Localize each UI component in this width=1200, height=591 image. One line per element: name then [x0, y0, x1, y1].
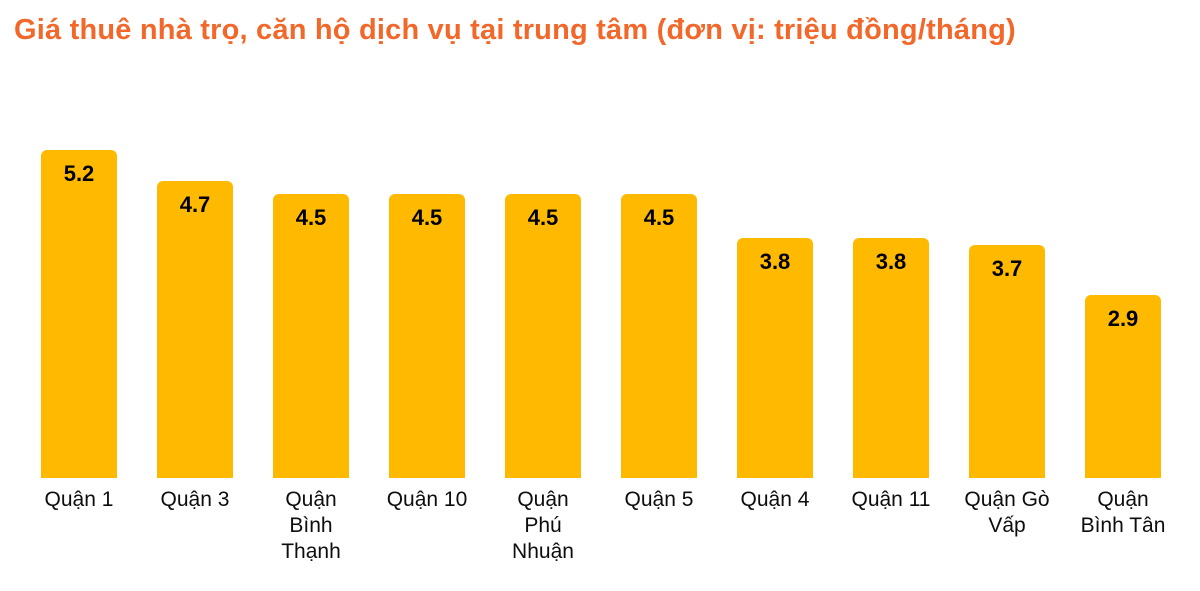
- bar-column: 3.8: [833, 138, 949, 478]
- bar-value-label: 4.5: [411, 205, 443, 230]
- category-label: Quận Bình Thạnh: [281, 488, 341, 563]
- bar: 2.9: [1085, 295, 1161, 478]
- bar-column: 3.7: [949, 138, 1065, 478]
- category-label: Quận Phú Nhuận: [512, 488, 574, 563]
- bar-value-label: 3.8: [759, 249, 791, 274]
- category-label: Quận Gò Vấp: [964, 488, 1050, 537]
- bar-column: 4.5: [485, 138, 601, 478]
- category-label: Quận 1: [44, 488, 114, 511]
- bar: 4.7: [157, 181, 233, 478]
- bar-value-label: 4.7: [179, 192, 211, 217]
- bars-area: 5.2 4.7 4.5 4.5 4.5 4.5 3.8 3.8 3.7 2.9: [21, 138, 1181, 478]
- bar-column: 4.5: [601, 138, 717, 478]
- bar-value-label: 2.9: [1107, 306, 1139, 331]
- bar-value-label: 5.2: [63, 161, 95, 186]
- bar-value-label: 3.7: [991, 256, 1023, 281]
- category-label: Quận 11: [851, 488, 931, 511]
- chart-title: Giá thuê nhà trọ, căn hộ dịch vụ tại tru…: [14, 14, 1016, 46]
- bar: 4.5: [273, 194, 349, 478]
- bar: 3.7: [969, 245, 1045, 478]
- category-label: Quận 5: [624, 488, 694, 511]
- bar-column: 5.2: [21, 138, 137, 478]
- category-label: Quận 10: [386, 488, 468, 511]
- bar-value-label: 4.5: [295, 205, 327, 230]
- bar: 3.8: [737, 238, 813, 478]
- bar: 3.8: [853, 238, 929, 478]
- category-axis: Quận 1 Quận 3 Quận Bình Thạnh Quận 10 Quận P…: [21, 487, 1181, 565]
- bar-value-label: 3.8: [875, 249, 907, 274]
- bar-column: 4.7: [137, 138, 253, 478]
- bar-value-label: 4.5: [643, 205, 675, 230]
- bar-column: 4.5: [369, 138, 485, 478]
- bar-column: 4.5: [253, 138, 369, 478]
- category-label: Quận 3: [160, 488, 230, 511]
- bar: 4.5: [505, 194, 581, 478]
- bar: 4.5: [389, 194, 465, 478]
- bar-value-label: 4.5: [527, 205, 559, 230]
- category-label: Quận 4: [740, 488, 810, 511]
- bar-column: 2.9: [1065, 138, 1181, 478]
- category-label: Quận Bình Tân: [1080, 488, 1166, 537]
- bar: 5.2: [41, 150, 117, 478]
- bar: 4.5: [621, 194, 697, 478]
- bar-column: 3.8: [717, 138, 833, 478]
